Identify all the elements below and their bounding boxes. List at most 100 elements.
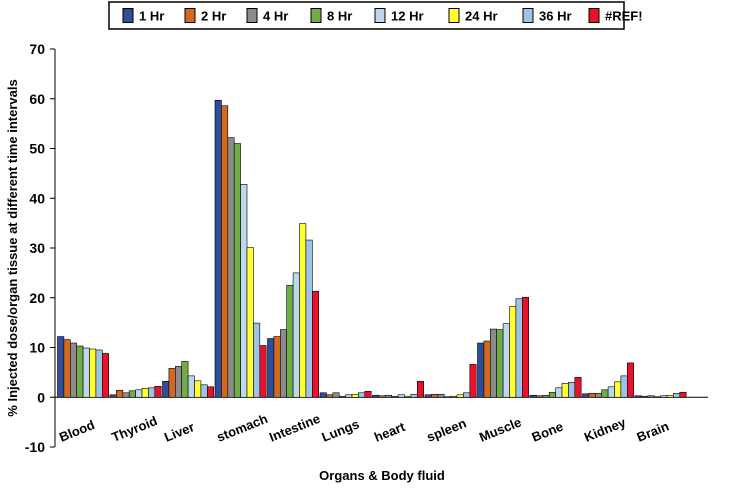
bar xyxy=(227,137,235,398)
legend-label: 24 Hr xyxy=(465,9,498,24)
category-label: spleen xyxy=(425,415,469,444)
category-label: Kidney xyxy=(582,414,629,444)
bar xyxy=(634,395,642,398)
bar xyxy=(679,391,687,398)
bar xyxy=(582,393,590,398)
legend-swatch xyxy=(122,8,134,23)
bar xyxy=(509,306,517,398)
bar xyxy=(358,392,366,398)
bar xyxy=(200,384,208,398)
bar xyxy=(404,395,412,398)
bar xyxy=(372,394,380,398)
bar xyxy=(477,342,485,398)
y-tick-label: 40 xyxy=(29,190,45,206)
bar xyxy=(620,375,628,398)
bar xyxy=(194,380,202,398)
legend: 1 Hr 2 Hr 4 Hr 8 Hr 12 Hr 24 Hr 36 Hr #REF! xyxy=(108,1,643,30)
category-label: Lungs xyxy=(320,416,362,445)
category-label: Brain xyxy=(635,418,671,444)
bar xyxy=(326,394,334,398)
y-tick-label: -10 xyxy=(25,439,45,455)
bar xyxy=(660,395,668,398)
bar xyxy=(207,386,215,398)
bar xyxy=(240,184,248,398)
bar xyxy=(82,347,90,398)
bar xyxy=(614,381,622,398)
bar xyxy=(116,389,124,398)
bar xyxy=(345,394,353,398)
bar xyxy=(70,342,78,398)
bar xyxy=(548,391,556,398)
bar xyxy=(292,272,300,398)
bar xyxy=(450,395,458,398)
bar xyxy=(437,393,445,398)
bar xyxy=(221,105,229,398)
bar xyxy=(102,353,110,398)
bar xyxy=(496,329,504,398)
category-label: stomach xyxy=(215,411,270,445)
bar xyxy=(89,348,97,398)
y-tick-label: 30 xyxy=(29,240,45,256)
legend-label: 1 Hr xyxy=(139,9,164,24)
bar xyxy=(456,394,464,398)
bar xyxy=(187,375,195,398)
bar xyxy=(246,247,254,398)
category-label: Muscle xyxy=(477,414,523,444)
bar xyxy=(332,392,340,398)
bar xyxy=(489,328,497,398)
category-label: Bone xyxy=(530,419,566,445)
category-label: Blood xyxy=(57,417,97,445)
legend-label: 8 Hr xyxy=(327,9,352,24)
y-tick-label: 60 xyxy=(29,91,45,107)
bar xyxy=(594,392,602,398)
bar xyxy=(338,395,346,398)
category-label: heart xyxy=(372,419,408,445)
bar xyxy=(536,395,544,398)
bar xyxy=(555,387,563,398)
bar xyxy=(378,395,386,398)
category-label: Liver xyxy=(162,419,196,445)
legend-label: 12 Hr xyxy=(391,9,424,24)
bar xyxy=(641,395,649,398)
bar xyxy=(175,366,183,398)
y-tick-label: 0 xyxy=(37,389,45,405)
bar xyxy=(529,394,537,398)
bar xyxy=(588,392,596,398)
y-tick-label: 20 xyxy=(29,290,45,306)
y-tick-label: 10 xyxy=(29,340,45,356)
bar xyxy=(607,386,615,398)
bar xyxy=(319,392,327,398)
bar xyxy=(267,338,275,398)
bar xyxy=(653,396,661,398)
legend-swatch xyxy=(374,8,386,23)
bar xyxy=(666,394,674,398)
bar xyxy=(626,362,634,398)
bar xyxy=(279,329,287,398)
bar xyxy=(443,396,451,398)
bar xyxy=(154,386,162,398)
bar xyxy=(273,336,281,398)
bar xyxy=(95,349,103,398)
bar xyxy=(122,392,130,398)
bar xyxy=(141,387,149,398)
y-tick-label: 70 xyxy=(29,41,45,57)
bar xyxy=(397,394,405,398)
bar xyxy=(502,323,510,398)
bar xyxy=(515,298,523,398)
legend-swatch xyxy=(522,8,534,23)
legend-label: #REF! xyxy=(605,9,643,24)
y-axis: -10 0 10 20 30 40 50 60 70 xyxy=(25,41,56,455)
bar xyxy=(431,393,439,398)
bar xyxy=(253,322,261,398)
bar xyxy=(286,285,294,398)
legend-swatch xyxy=(246,8,258,23)
bar xyxy=(364,390,372,398)
legend-swatch xyxy=(448,8,460,23)
bar xyxy=(647,395,655,398)
bar xyxy=(162,381,170,398)
bar xyxy=(469,364,477,398)
bar xyxy=(148,387,156,398)
